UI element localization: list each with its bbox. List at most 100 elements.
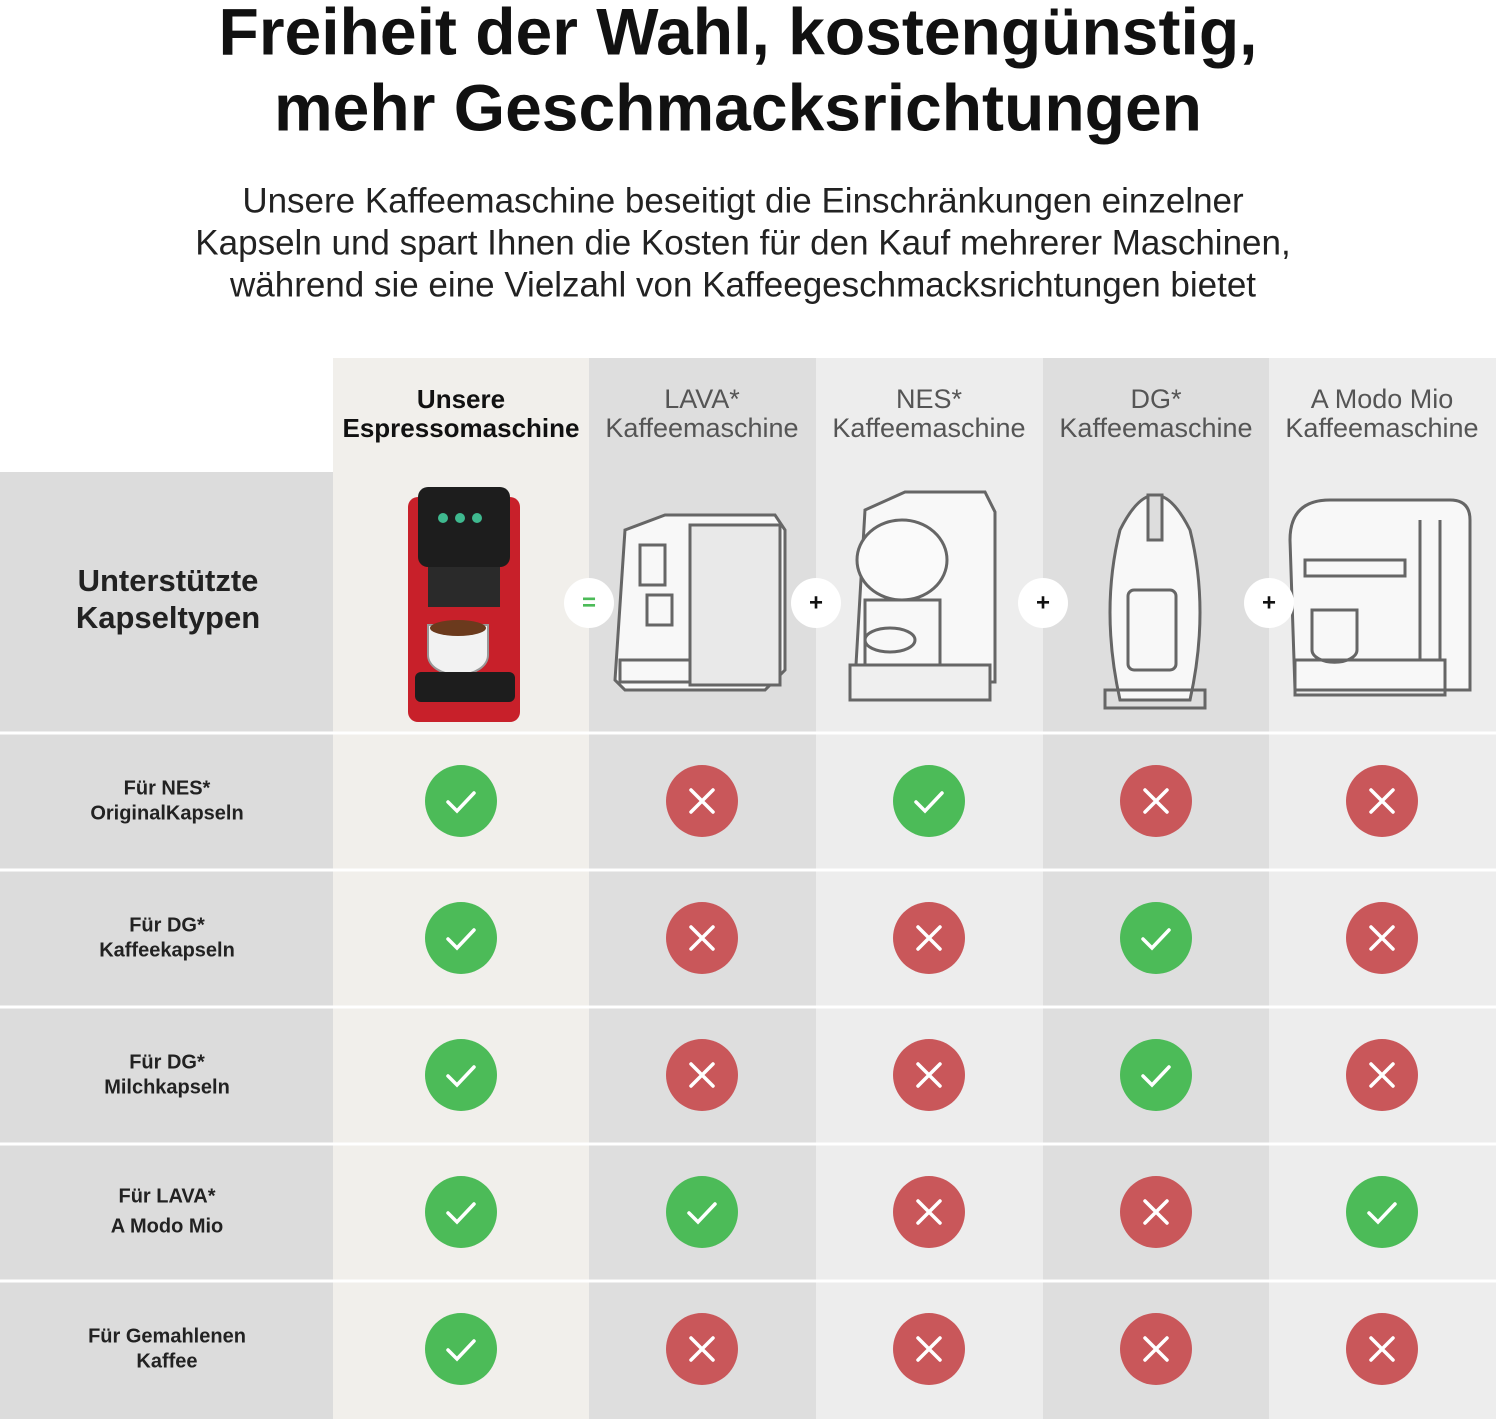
icon-glyph (446, 928, 476, 951)
subtitle: während sie eine Vielzahl von Kaffeegesc… (229, 265, 1256, 304)
icon-glyph (1369, 925, 1395, 951)
column-header: Unsere (417, 384, 505, 414)
row-label: Kaffeekapseln (99, 939, 235, 961)
icon-glyph (916, 1199, 942, 1225)
subtitle: Kapseln und spart Ihnen die Kosten für d… (195, 223, 1290, 262)
image-row-label: Kapseltypen (76, 600, 260, 635)
column-header: Kaffeemaschine (1285, 413, 1478, 443)
icon-glyph (1369, 1062, 1395, 1088)
check-icon (666, 1176, 738, 1248)
cross-icon (893, 1039, 965, 1111)
dg-machine (1103, 493, 1207, 710)
lava-machine (613, 513, 787, 692)
our-machine (408, 487, 520, 722)
icon-glyph (689, 1062, 715, 1088)
icon-glyph (446, 791, 476, 814)
cross-icon (893, 1313, 965, 1385)
icon-glyph (689, 925, 715, 951)
machine-illustrations (408, 487, 1472, 722)
icon-glyph (1141, 928, 1171, 951)
column-header: Espressomaschine (342, 413, 579, 443)
icon-circle (425, 1176, 497, 1248)
cross-icon (1346, 1313, 1418, 1385)
icon-glyph (914, 791, 944, 814)
modomio-machine (1288, 498, 1472, 697)
icon-glyph (687, 1202, 717, 1225)
check-icon (425, 1039, 497, 1111)
operator: + (1036, 589, 1050, 616)
subtitle: Unsere Kaffeemaschine beseitigt die Eins… (242, 181, 1244, 220)
icon-glyph (1369, 788, 1395, 814)
column-header: A Modo Mio (1311, 384, 1454, 414)
icon-glyph (1367, 1202, 1397, 1225)
icon-glyph (916, 925, 942, 951)
row-label: Für DG* (129, 914, 205, 936)
column-header: NES* (896, 384, 963, 414)
icon-circle (1346, 1176, 1418, 1248)
cross-icon (666, 1039, 738, 1111)
icon-glyph (689, 1336, 715, 1362)
column-header: Kaffeemaschine (605, 413, 798, 443)
operator: + (1262, 589, 1276, 616)
operator-badge (1244, 578, 1294, 628)
icon-circle (666, 1176, 738, 1248)
cross-icon (1120, 1313, 1192, 1385)
row-label: OriginalKapseln (90, 802, 243, 824)
icon-glyph (446, 1339, 476, 1362)
column-header: Kaffeemaschine (832, 413, 1025, 443)
icon-glyph (916, 1062, 942, 1088)
icon-glyph (1143, 788, 1169, 814)
icon-circle (425, 765, 497, 837)
column-header: Kaffeemaschine (1059, 413, 1252, 443)
icon-glyph (1143, 1199, 1169, 1225)
icon-circle (425, 1313, 497, 1385)
operator: = (582, 589, 596, 616)
check-icon (425, 1313, 497, 1385)
check-icon (893, 765, 965, 837)
row-label: Für DG* (129, 1051, 205, 1073)
icon-glyph (446, 1065, 476, 1088)
cross-icon (666, 1313, 738, 1385)
operator-badge (564, 578, 614, 628)
title: mehr Geschmacksrichtungen (274, 70, 1202, 144)
cross-icon (893, 902, 965, 974)
icon-circle (1120, 902, 1192, 974)
column-header: DG* (1130, 384, 1182, 414)
operator-badge (791, 578, 841, 628)
check-icon (1120, 1039, 1192, 1111)
row-label: Für NES* (124, 777, 211, 799)
icon-circle (425, 1039, 497, 1111)
cross-icon (666, 902, 738, 974)
check-icon (425, 1176, 497, 1248)
cross-icon (1346, 765, 1418, 837)
icon-glyph (1141, 1065, 1171, 1088)
check-icon (425, 765, 497, 837)
row-separators (0, 731, 1500, 1283)
icon-glyph (916, 1336, 942, 1362)
check-icon (1120, 902, 1192, 974)
operator: + (809, 589, 823, 616)
operator-badge (1018, 578, 1068, 628)
column-header: LAVA* (664, 384, 740, 414)
cross-icon (1120, 765, 1192, 837)
cross-icon (893, 1176, 965, 1248)
row-label: A Modo Mio (111, 1215, 224, 1237)
cross-icon (666, 765, 738, 837)
image-row-label: Unterstützte (78, 563, 259, 598)
cross-icon (1346, 902, 1418, 974)
cross-icon (1120, 1176, 1192, 1248)
row-label: Für Gemahlenen (88, 1325, 246, 1347)
cross-icon (1346, 1039, 1418, 1111)
icon-circle (1120, 1039, 1192, 1111)
nes-machine (848, 490, 997, 702)
row-label: Kaffee (136, 1350, 197, 1372)
icon-glyph (1369, 1336, 1395, 1362)
icon-glyph (1143, 1336, 1169, 1362)
icon-glyph (446, 1202, 476, 1225)
icon-circle (425, 902, 497, 974)
check-icon (1346, 1176, 1418, 1248)
icon-glyph (689, 788, 715, 814)
icon-circle (893, 765, 965, 837)
